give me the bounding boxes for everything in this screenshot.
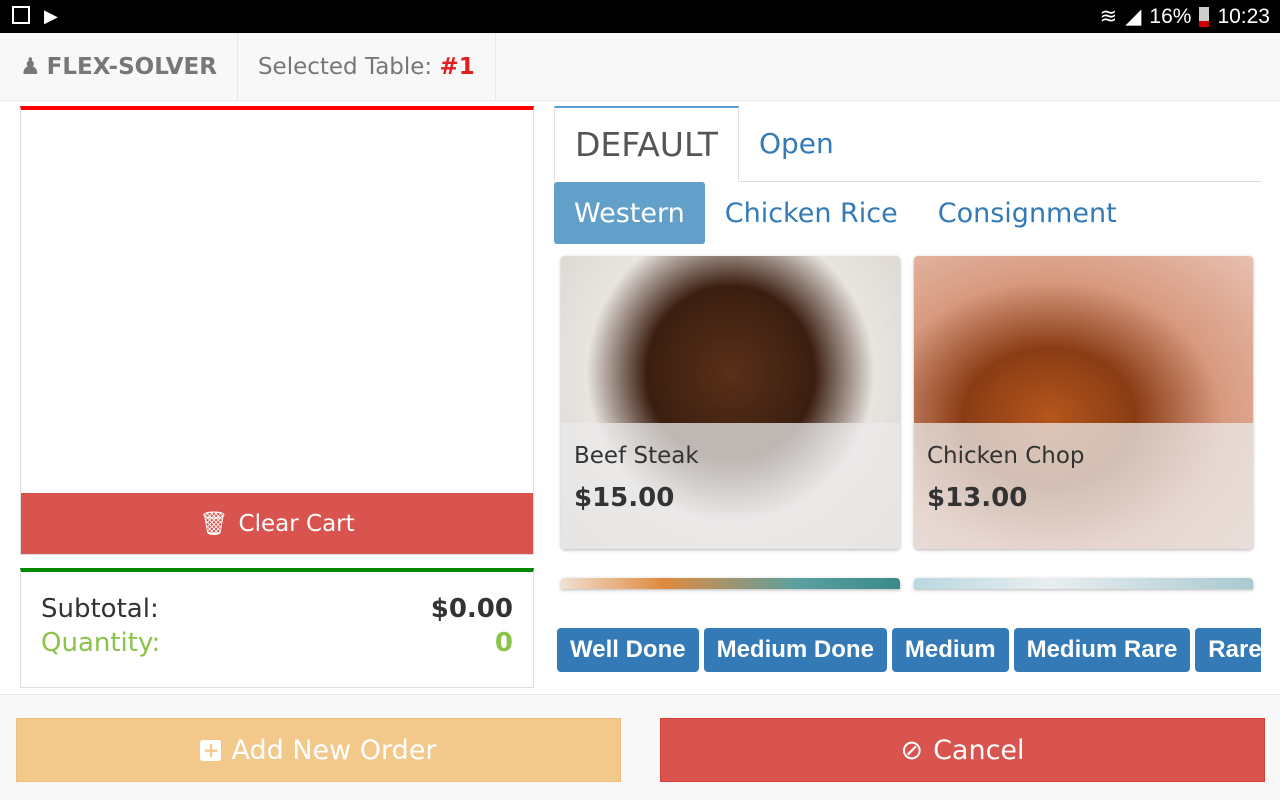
play-store-icon: ▶ [44, 6, 58, 27]
menu-tabs: DEFAULT Open [554, 106, 1261, 182]
plus-square-icon: + [200, 739, 222, 761]
add-new-order-button[interactable]: + Add New Order [16, 718, 621, 782]
category-consignment[interactable]: Consignment [937, 197, 1117, 229]
modifier-medium-rare[interactable]: Medium Rare [1013, 628, 1191, 672]
category-western[interactable]: Western [554, 182, 705, 244]
battery-icon [1199, 6, 1210, 27]
modifier-medium[interactable]: Medium [891, 628, 1009, 672]
wifi-icon: ≋ [1099, 5, 1118, 28]
tab-default[interactable]: DEFAULT [554, 106, 739, 182]
modifier-bar: Well Done Medium Done Medium Medium Rare… [557, 628, 1261, 672]
quantity-value: 0 [494, 628, 513, 658]
footer: + Add New Order ⊘ Cancel [0, 694, 1280, 800]
order-summary: Subtotal: $0.00 Quantity: 0 [20, 568, 534, 688]
menu-grid: Beef Steak $15.00 Chicken Chop $13.00 [560, 256, 1260, 589]
modifier-rare[interactable]: Rare [1195, 628, 1261, 672]
subtotal-label: Subtotal: [41, 594, 159, 624]
user-icon: ♟ [20, 53, 41, 80]
modifier-well-done[interactable]: Well Done [557, 628, 699, 672]
ban-icon: ⊘ [900, 734, 924, 766]
menu-item-chicken-chop[interactable]: Chicken Chop $13.00 [914, 256, 1253, 549]
subtotal-value: $0.00 [430, 594, 513, 624]
cancel-button[interactable]: ⊘ Cancel [660, 718, 1265, 782]
cart-panel: 🗑 Clear Cart [20, 106, 534, 555]
tab-open[interactable]: Open [758, 127, 834, 160]
category-pills: Western Chicken Rice Consignment [554, 182, 1137, 244]
image-icon [12, 6, 30, 24]
trash-icon: 🗑 [199, 511, 229, 537]
menu-item-beef-steak[interactable]: Beef Steak $15.00 [561, 256, 900, 549]
battery-percent: 16% [1149, 4, 1192, 28]
status-bar: ▶ ≋ ◢ 16% 10:23 [0, 0, 1280, 33]
menu-item[interactable] [914, 578, 1253, 589]
selected-table[interactable]: Selected Table: #1 [238, 33, 496, 100]
clock: 10:23 [1217, 4, 1270, 28]
quantity-label: Quantity: [41, 628, 161, 658]
category-chicken-rice[interactable]: Chicken Rice [724, 197, 898, 229]
modifier-medium-done[interactable]: Medium Done [703, 628, 887, 672]
menu-item[interactable] [561, 578, 900, 589]
navbar: ♟ FLEX-SOLVER Selected Table: #1 [0, 33, 1280, 101]
brand[interactable]: ♟ FLEX-SOLVER [0, 33, 238, 100]
signal-icon: ◢ [1125, 5, 1142, 28]
clear-cart-button[interactable]: 🗑 Clear Cart [21, 493, 533, 554]
